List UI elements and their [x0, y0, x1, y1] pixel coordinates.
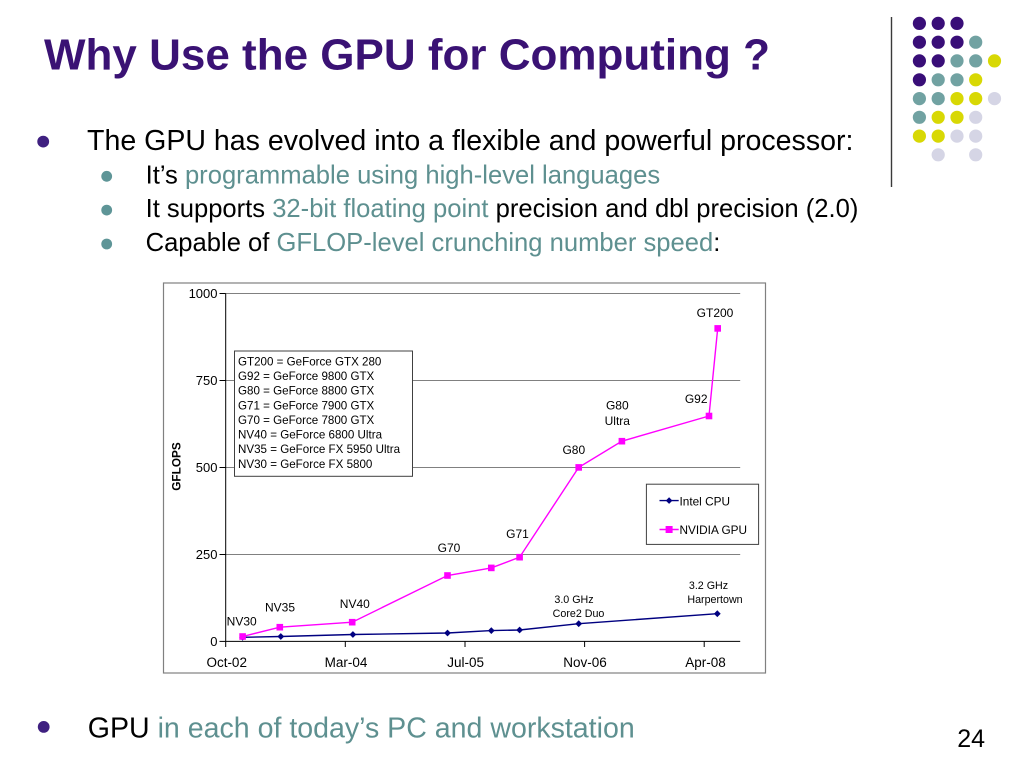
svg-text:G71: G71: [506, 527, 529, 541]
svg-text:G80 = GeForce 8800 GTX: G80 = GeForce 8800 GTX: [238, 385, 375, 398]
svg-text:1000: 1000: [189, 286, 218, 301]
svg-text:It’s programmable using high-l: It’s programmable using high-level langu…: [146, 162, 661, 190]
svg-text:Mar-04: Mar-04: [325, 655, 368, 670]
svg-text:GFLOPS: GFLOPS: [169, 442, 183, 491]
svg-text:NV35: NV35: [265, 600, 295, 614]
svg-text:G80: G80: [562, 443, 585, 457]
svg-text:NV40 = GeForce 6800 Ultra: NV40 = GeForce 6800 Ultra: [238, 429, 383, 442]
svg-text:Jul-05: Jul-05: [447, 655, 484, 670]
svg-text:Ultra: Ultra: [605, 414, 631, 428]
svg-text:Capable of GFLOP-level crunchi: Capable of GFLOP-level crunching number …: [146, 229, 721, 257]
svg-text:NV35 = GeForce FX 5950 Ultra: NV35 = GeForce FX 5950 Ultra: [238, 443, 401, 456]
svg-text:G92: G92: [685, 392, 708, 406]
svg-text:Oct-02: Oct-02: [206, 655, 247, 670]
svg-text:Intel CPU: Intel CPU: [680, 494, 730, 508]
svg-text:NVIDIA GPU: NVIDIA GPU: [680, 523, 748, 537]
svg-text:Apr-08: Apr-08: [685, 655, 726, 670]
svg-text:3.2 GHz: 3.2 GHz: [689, 580, 728, 592]
svg-text:NV40: NV40: [340, 597, 370, 611]
svg-text:NV30: NV30: [227, 615, 257, 629]
svg-text:G70 = GeForce 7800 GTX: G70 = GeForce 7800 GTX: [238, 414, 375, 427]
svg-text:3.0 GHz: 3.0 GHz: [554, 594, 593, 606]
svg-text:GT200: GT200: [697, 306, 734, 320]
svg-text:Nov-06: Nov-06: [563, 655, 607, 670]
svg-text:G70: G70: [438, 541, 461, 555]
svg-text:Why Use the GPU for Computing: Why Use the GPU for Computing ?: [44, 31, 770, 80]
svg-text:It supports 32-bit floating po: It supports 32-bit floating point precis…: [146, 195, 859, 223]
svg-text:GPU in each of today’s PC and: GPU in each of today’s PC and workstatio…: [88, 712, 635, 744]
svg-text:G92 = GeForce 9800 GTX: G92 = GeForce 9800 GTX: [238, 370, 375, 383]
svg-text:Core2 Duo: Core2 Duo: [553, 608, 605, 620]
svg-text:G80: G80: [606, 399, 629, 413]
svg-text:The GPU has evolved into a fle: The GPU has evolved into a flexible and …: [87, 125, 853, 157]
svg-text:750: 750: [196, 373, 218, 388]
svg-text:500: 500: [196, 460, 218, 475]
svg-text:GT200 = GeForce GTX 280: GT200 = GeForce GTX 280: [238, 355, 381, 368]
svg-text:G71 = GeForce 7900 GTX: G71 = GeForce 7900 GTX: [238, 399, 375, 412]
svg-text:250: 250: [196, 547, 218, 562]
svg-text:NV30 = GeForce FX 5800: NV30 = GeForce FX 5800: [238, 458, 372, 471]
svg-text:0: 0: [210, 634, 217, 649]
svg-text:24: 24: [957, 725, 985, 753]
svg-text:Harpertown: Harpertown: [687, 594, 742, 606]
